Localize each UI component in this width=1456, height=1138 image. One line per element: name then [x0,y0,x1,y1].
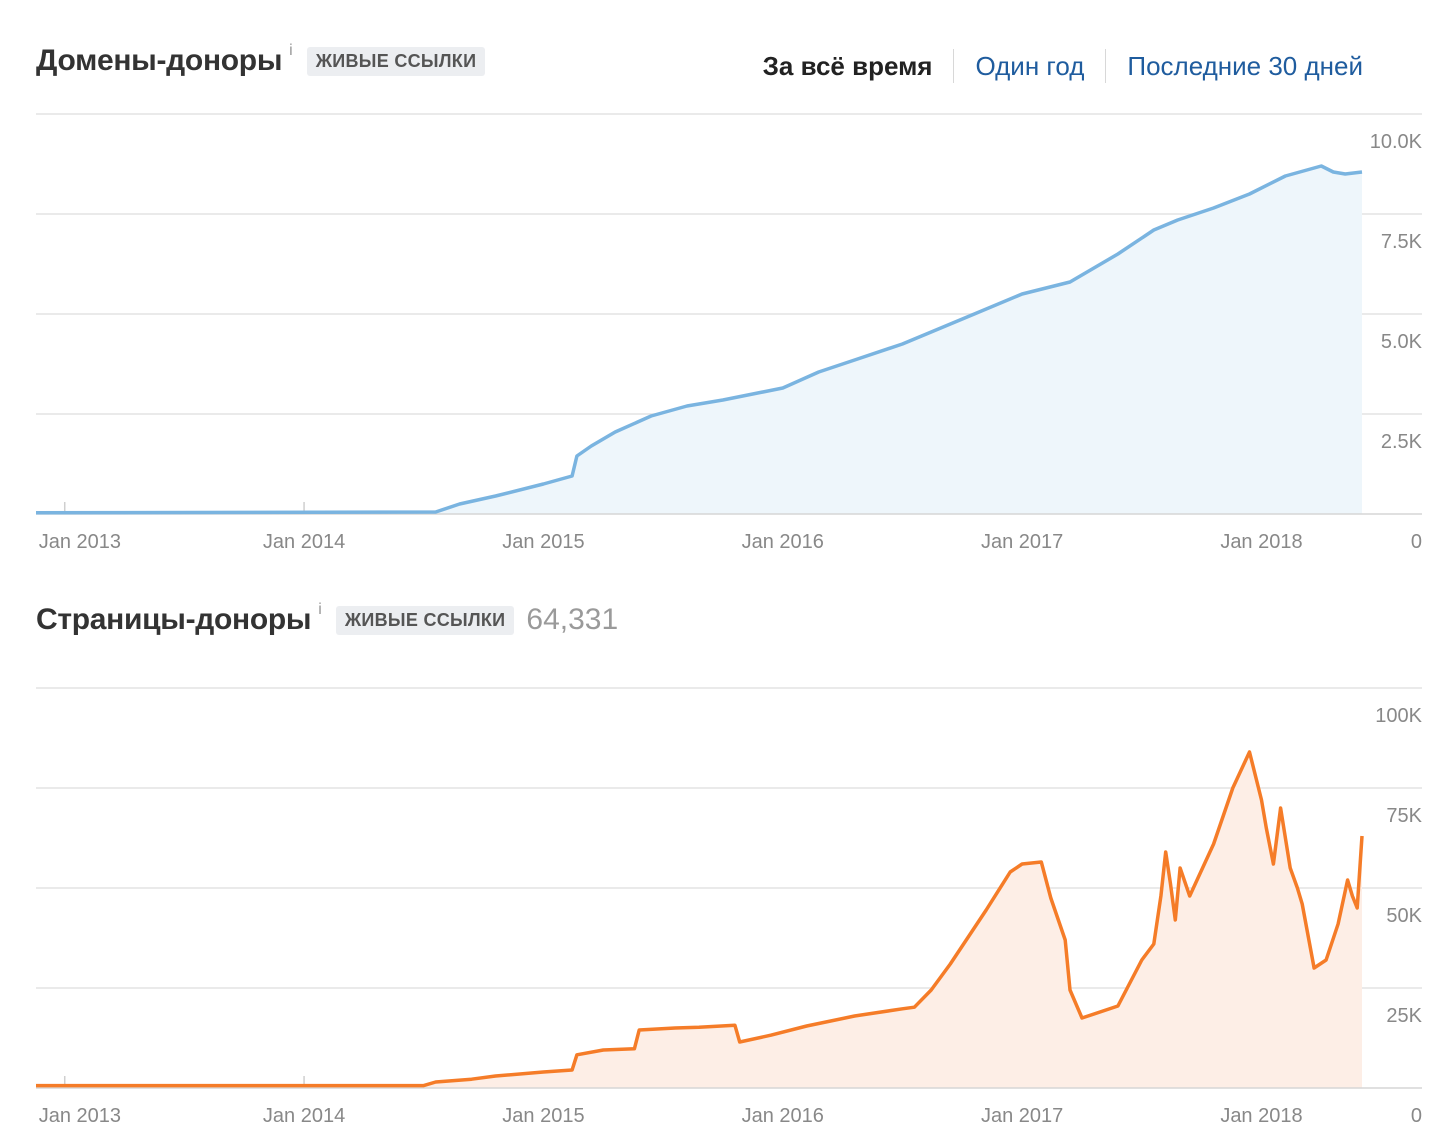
divider [1105,49,1107,83]
x-tick-label: Jan 2015 [502,531,584,553]
chart-1-title: Домены-доноры [36,44,283,77]
x-tick-label: Jan 2014 [263,531,345,553]
chart-2-header: Страницы-доноры i ЖИВЫЕ ССЫЛКИ 64,331 [36,601,619,637]
x-tick-label: Jan 2013 [39,531,121,553]
status-badge: ЖИВЫЕ ССЫЛКИ [306,46,486,76]
series-area [36,752,1362,1088]
y-tick-label: 25K [1386,1005,1422,1027]
x-tick-label: Jan 2014 [263,1105,345,1127]
chart-2-title: Страницы-доноры [36,603,312,636]
period-all-time[interactable]: За всё время [762,51,933,81]
x-tick-label: Jan 2016 [742,1105,824,1127]
x-tick-label: Jan 2016 [742,531,824,553]
series-line [35,164,1363,515]
x-tick-label: Jan 2018 [1220,1105,1302,1127]
y-tick-label: 50K [1386,905,1422,927]
series-line [36,750,1364,1088]
chart-1-header: Домены-доноры i ЖИВЫЕ ССЫЛКИ [36,42,486,78]
status-badge: ЖИВЫЕ ССЫЛКИ [335,605,515,635]
x-tick-label: Jan 2015 [502,1105,584,1127]
series-area [36,166,1362,514]
y-tick-label: 0 [1411,531,1422,553]
divider [953,49,955,83]
live-pages-count: 64,331 [526,603,619,636]
period-last-30-days[interactable]: Последние 30 дней [1127,51,1363,81]
y-tick-label: 5.0K [1381,331,1423,353]
y-tick-label: 7.5K [1381,231,1423,253]
period-selector: За всё время Один год Последние 30 дней [742,48,1384,84]
y-tick-label: 100K [1375,705,1422,727]
y-tick-label: 2.5K [1381,431,1423,453]
info-icon[interactable]: i [289,42,293,59]
y-tick-label: 75K [1386,805,1422,827]
x-tick-label: Jan 2018 [1220,531,1302,553]
x-tick-label: Jan 2017 [981,531,1063,553]
y-tick-label: 0 [1411,1105,1422,1127]
x-tick-label: Jan 2017 [981,1105,1063,1127]
period-one-year[interactable]: Один год [975,51,1085,81]
info-icon[interactable]: i [318,601,322,618]
y-tick-label: 10.0K [1370,131,1423,153]
x-tick-label: Jan 2013 [39,1105,121,1127]
